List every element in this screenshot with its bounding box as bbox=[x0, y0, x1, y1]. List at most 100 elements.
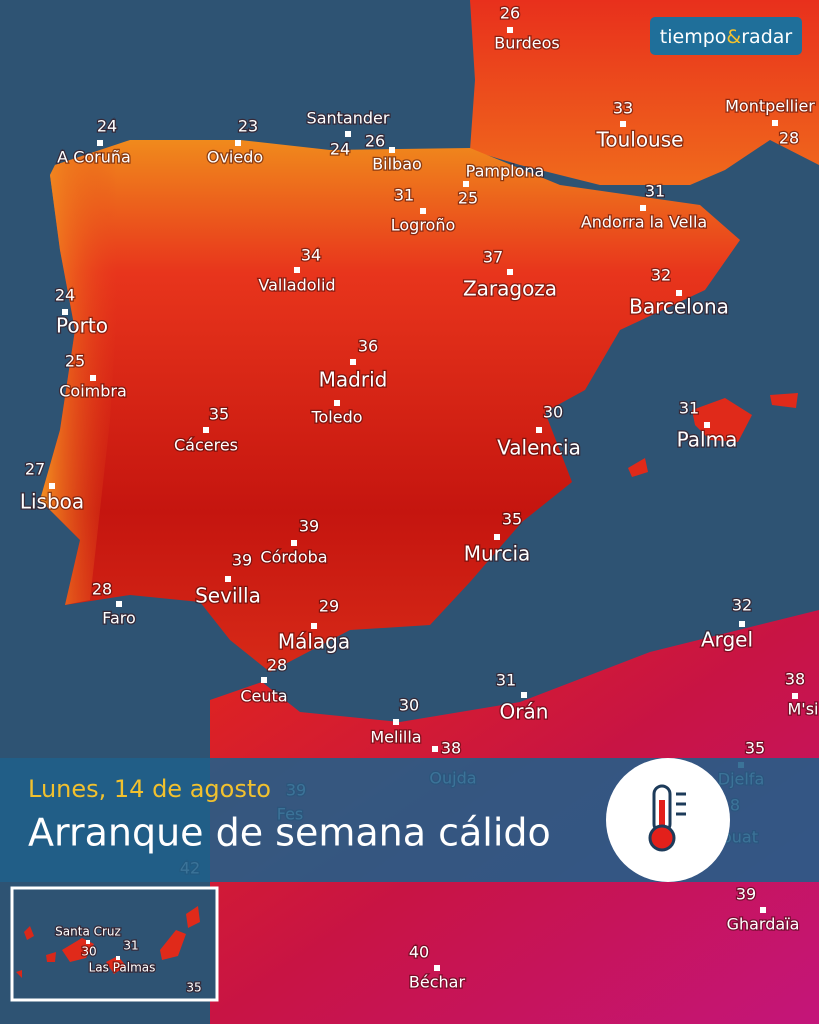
city-temp: 26 bbox=[365, 132, 385, 151]
city-dot bbox=[536, 427, 542, 433]
banner-headline: Arranque de semana cálido bbox=[28, 811, 551, 855]
city-temp: 31 bbox=[645, 182, 665, 201]
city-name: Porto bbox=[56, 314, 108, 338]
city-name: Santander bbox=[307, 109, 390, 128]
city-name: Santa Cruz bbox=[55, 925, 121, 939]
city-dot bbox=[97, 140, 103, 146]
city-name: Burdeos bbox=[494, 34, 560, 53]
city-name: Palma bbox=[677, 428, 738, 452]
city-temp: 35 bbox=[745, 739, 765, 758]
brand-part1: tiempo bbox=[660, 26, 727, 48]
city-dot bbox=[640, 205, 646, 211]
city-temp: 38 bbox=[785, 670, 805, 689]
city-name: Ghardaïa bbox=[727, 915, 800, 934]
city-name: Melilla bbox=[370, 728, 421, 747]
city-name: Lisboa bbox=[20, 490, 84, 514]
city-temp: 23 bbox=[238, 117, 258, 136]
iberia bbox=[40, 140, 740, 672]
city-dot bbox=[739, 621, 745, 627]
city-dot bbox=[507, 269, 513, 275]
city-dot bbox=[203, 427, 209, 433]
city-name: Béchar bbox=[409, 973, 466, 992]
city-name: Sevilla bbox=[195, 584, 261, 608]
city-name: Coimbra bbox=[59, 382, 127, 401]
brand-symbol: & bbox=[726, 26, 741, 48]
city-name: Zaragoza bbox=[463, 277, 557, 301]
city-temp: 38 bbox=[441, 739, 461, 758]
city-name: Barcelona bbox=[629, 295, 729, 319]
city-temp: 36 bbox=[358, 337, 378, 356]
city-temp: 39 bbox=[736, 885, 756, 904]
city-name: Ceuta bbox=[240, 687, 287, 706]
city-name: Andorra la Vella bbox=[581, 213, 707, 232]
city-temp: 32 bbox=[732, 596, 752, 615]
city-dot bbox=[620, 121, 626, 127]
city-temp: 37 bbox=[483, 248, 503, 267]
city-dot bbox=[350, 359, 356, 365]
city-dot bbox=[291, 540, 297, 546]
city-temp: 24 bbox=[330, 140, 350, 159]
brand-text: tiempo&radar bbox=[660, 26, 793, 48]
city-temp: 29 bbox=[319, 597, 339, 616]
city-dot bbox=[494, 534, 500, 540]
city-name: Oviedo bbox=[207, 148, 263, 167]
city-dot bbox=[225, 576, 231, 582]
city-dot bbox=[521, 692, 527, 698]
city-name: Orán bbox=[500, 700, 549, 724]
city-temp: 31 bbox=[679, 399, 699, 418]
city-temp: 26 bbox=[500, 4, 520, 23]
city-name: Argel bbox=[701, 628, 753, 652]
city-dot bbox=[434, 965, 440, 971]
city-dot bbox=[86, 940, 90, 944]
city-dot bbox=[772, 120, 778, 126]
city-dot bbox=[116, 956, 120, 960]
city-dot bbox=[393, 719, 399, 725]
city-dot bbox=[311, 623, 317, 629]
city-dot bbox=[432, 746, 438, 752]
city-name: Montpellier bbox=[725, 97, 815, 116]
city-dot bbox=[760, 907, 766, 913]
city-temp: 25 bbox=[458, 189, 478, 208]
city-name: Pamplona bbox=[466, 162, 545, 181]
city-temp: 25 bbox=[65, 352, 85, 371]
city-dot bbox=[345, 131, 351, 137]
city-temp: 40 bbox=[409, 943, 429, 962]
city-name: Faro bbox=[102, 609, 136, 628]
canary-inset bbox=[10, 886, 219, 1002]
city-temp: 24 bbox=[55, 286, 75, 305]
city-dot bbox=[294, 267, 300, 273]
city-temp: 32 bbox=[651, 266, 671, 285]
city-name: Cáceres bbox=[174, 436, 238, 455]
city-temp: 28 bbox=[779, 129, 799, 148]
city-name: Málaga bbox=[278, 630, 350, 654]
city-temp: 39 bbox=[299, 517, 319, 536]
city-name: Toulouse bbox=[596, 128, 684, 152]
city-temp: 35 bbox=[209, 405, 229, 424]
city-dot bbox=[116, 601, 122, 607]
city-temp: 35 bbox=[502, 510, 522, 529]
city-dot bbox=[334, 400, 340, 406]
city-temp: 28 bbox=[92, 580, 112, 599]
city-temp: 31 bbox=[123, 939, 138, 953]
city-dot bbox=[389, 147, 395, 153]
city-temp: 30 bbox=[81, 945, 96, 959]
city-name: Córdoba bbox=[260, 548, 327, 567]
city-temp: 33 bbox=[613, 99, 633, 118]
city-name: Valladolid bbox=[258, 276, 335, 295]
city-dot bbox=[49, 483, 55, 489]
ibiza bbox=[628, 458, 648, 477]
city-name: Las Palmas bbox=[89, 961, 156, 975]
city-temp: 30 bbox=[399, 696, 419, 715]
city-dot bbox=[704, 422, 710, 428]
city-dot bbox=[62, 309, 68, 315]
menorca bbox=[770, 393, 798, 408]
city-dot bbox=[463, 181, 469, 187]
city-name: Toledo bbox=[310, 408, 362, 427]
city-dot bbox=[235, 140, 241, 146]
iberia-coast bbox=[40, 140, 470, 605]
city-dot bbox=[420, 208, 426, 214]
banner-date: Lunes, 14 de agosto bbox=[28, 775, 271, 803]
city-name: M'si bbox=[788, 700, 819, 719]
city-dot bbox=[90, 375, 96, 381]
